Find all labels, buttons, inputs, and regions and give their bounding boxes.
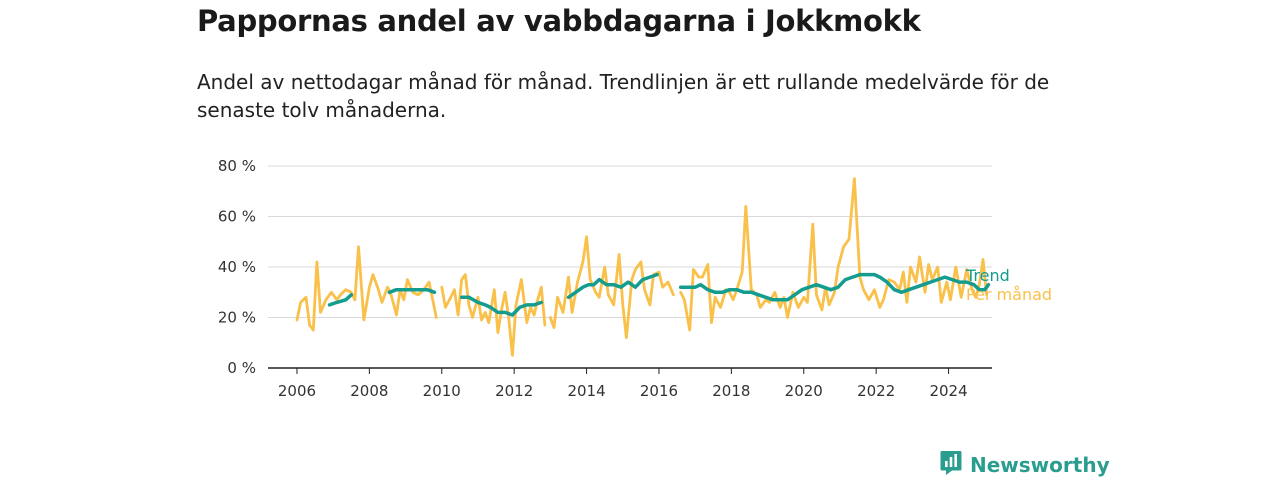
x-tick-label: 2014 [567,382,605,400]
brand-logo[interactable]: Newsworthy [940,450,1110,480]
trend-series-line [327,272,991,317]
x-tick-label: 2018 [712,382,750,400]
chart-subtitle: Andel av nettodagar månad för månad. Tre… [197,70,1050,122]
newsworthy-logo-icon [940,450,962,480]
monthly-series-line [295,177,988,357]
x-tick-label: 2022 [857,382,895,400]
gridlines [268,165,992,369]
x-tick-label: 2016 [640,382,678,400]
y-tick-label: 40 % [218,258,256,276]
x-tick-label: 2010 [423,382,461,400]
x-tick-label: 2006 [278,382,316,400]
legend-label-monthly: Per månad [966,285,1052,304]
y-tick-label: 80 % [218,157,256,175]
y-tick-label: 0 % [227,359,256,377]
x-tick-label: 2024 [929,382,967,400]
brand-name: Newsworthy [970,453,1110,477]
legend-label-trend: Trend [965,266,1010,285]
x-tick-label: 2020 [785,382,823,400]
x-tick-label: 2012 [495,382,533,400]
chart-title: Pappornas andel av vabbdagarna i Jokkmok… [197,4,921,38]
y-axis-ticks: 0 % 20 % 40 % 60 % 80 % [218,157,256,377]
y-tick-label: 60 % [218,208,256,226]
x-tick-label: 2008 [350,382,388,400]
y-tick-label: 20 % [218,309,256,327]
series-lines [295,177,991,357]
x-axis-ticks: 2006 2008 2010 2012 2014 2016 2018 2020 2022 2024 [278,368,968,400]
